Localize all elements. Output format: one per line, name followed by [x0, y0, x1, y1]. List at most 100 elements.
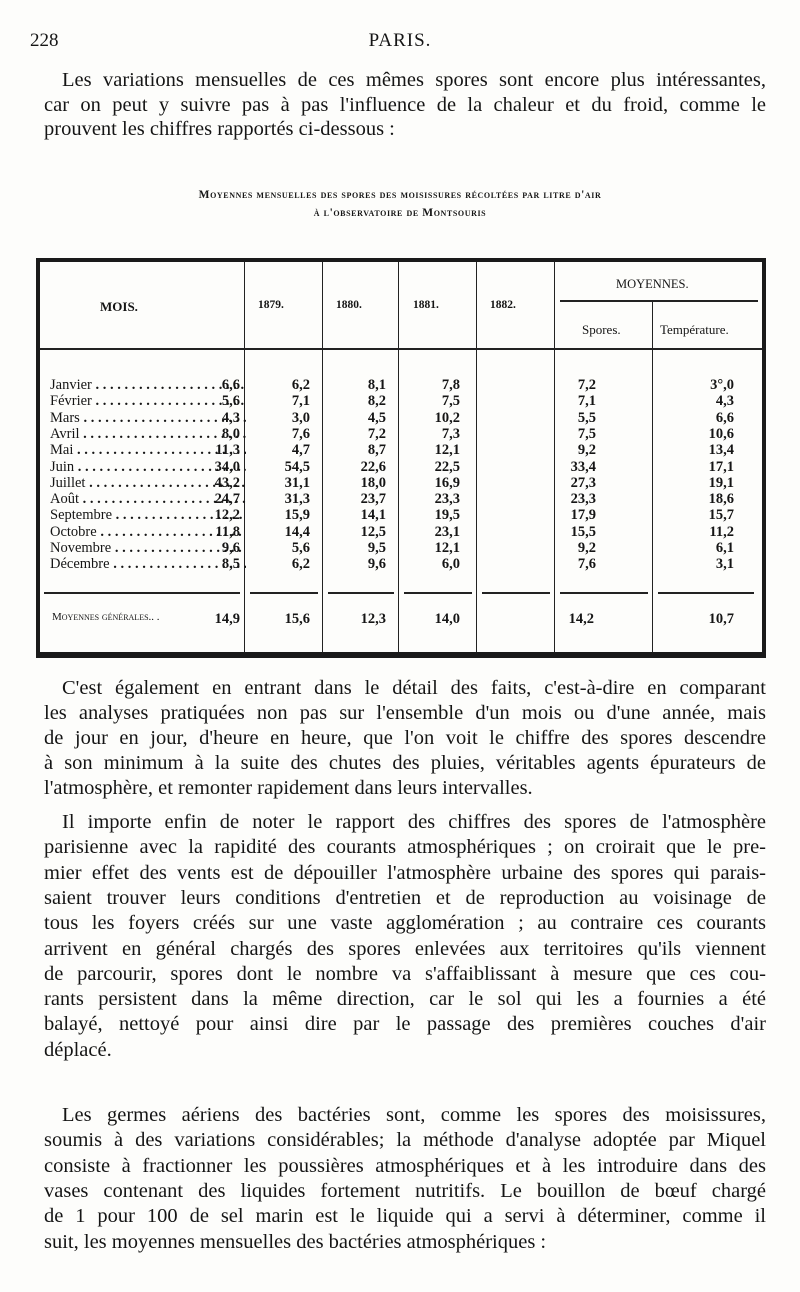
total-cell: 12,3 [360, 611, 386, 627]
data-table: MOIS. 1879. 1880. 1881. 1882. MOYENNES. … [36, 258, 766, 658]
month-name: Avril [50, 425, 80, 442]
month-name: Juin [50, 458, 75, 475]
table-cell: 9,2 [577, 540, 596, 556]
table-cell: 12,5 [360, 523, 386, 540]
table-cell: 22,6 [360, 458, 386, 475]
text-line: déplacé. [44, 1038, 112, 1061]
table-cell: 8,2 [367, 393, 386, 410]
table-cell: 6,6 [221, 377, 240, 393]
text-line: de 1 pour 100 de sel marin est le liquid… [44, 1205, 766, 1228]
table-cell: 6,2 [291, 377, 310, 393]
table-cell: 31,3 [284, 491, 310, 508]
table-cell: 15,7 [708, 507, 734, 524]
text-line: Les germes aériens des bactéries sont, c… [62, 1104, 766, 1126]
table-cell: 7,2 [367, 425, 386, 442]
month-label: Mars [50, 410, 246, 426]
month-label: Avril [50, 426, 246, 442]
text-line: arrivent en général chargés des spores e… [44, 937, 766, 960]
month-label: Août [50, 491, 246, 507]
table-cell: 23,1 [434, 523, 460, 540]
table-cell: 10,6 [708, 425, 734, 442]
table-cell: 23,3 [570, 491, 596, 508]
table-cell: 11,8 [215, 523, 240, 540]
table-cell: 8,1 [367, 377, 386, 393]
table-cell: 34,0 [214, 458, 240, 475]
table-cell: 15,9 [284, 507, 310, 524]
text-line: rants persistent dans la même direction,… [44, 988, 766, 1011]
table-cell: 7,8 [441, 377, 460, 393]
table-cell: 3°,0 [710, 377, 734, 393]
table-cell: 14,1 [360, 507, 386, 524]
table-cell: 17,1 [708, 458, 734, 475]
table-cell: 7,6 [577, 556, 596, 573]
table-cell: 5,5 [577, 409, 596, 426]
table-cell: 7,6 [291, 425, 310, 442]
text-line: de parcourir, spores dont le nombre va s… [44, 962, 766, 985]
header-1880: 1880. [336, 299, 362, 311]
table-cell: 7,1 [577, 393, 596, 410]
table-cell: 4,5 [367, 409, 386, 426]
table-cell: 7,5 [577, 425, 596, 442]
table-cell: 16,9 [434, 474, 460, 491]
month-name: Janvier [50, 377, 92, 393]
table-cell: 22,5 [434, 458, 460, 475]
total-cell: 10,7 [708, 611, 734, 627]
table-cell: 9,5 [367, 540, 386, 556]
table-cell: 6,1 [715, 540, 734, 556]
text-line: tous les foyers créés sur une vaste aggl… [44, 912, 766, 935]
text-line: mier effet des vents est de dépouiller l… [44, 861, 766, 884]
table-cell: 19,5 [434, 507, 460, 524]
table-cell: 6,2 [291, 556, 310, 573]
table-cell: 3,1 [715, 556, 734, 573]
text-line: Il importe enfin de noter le rapport des… [62, 811, 766, 833]
table-cell: 18,0 [360, 474, 386, 491]
header-mois: MOIS. [100, 299, 138, 314]
table-cell: 5,6 [221, 393, 240, 410]
table-cell: 7,2 [577, 377, 596, 393]
month-label: Décembre [50, 556, 246, 572]
table-cell: 31,1 [284, 474, 310, 491]
table-cell: 23,7 [360, 491, 386, 508]
text-line: soumis à des variations considérables; l… [44, 1129, 766, 1152]
text-line: Les variations mensuelles de ces mêmes s… [62, 69, 766, 91]
header-1881: 1881. [413, 299, 439, 311]
table-cell: 8,0 [221, 425, 240, 442]
text-line: prouvent les chiffres rapportés ci-desso… [44, 118, 395, 140]
header-spores: Spores. [582, 322, 621, 337]
table-cell: 13,4 [708, 442, 734, 459]
month-name: Mars [50, 409, 80, 426]
text-line: saient trouver leurs conditions d'entret… [44, 886, 766, 909]
month-label: Juin [50, 459, 246, 475]
totals-label: Moyennes générales.. . [52, 611, 160, 623]
month-label: Janvier [50, 377, 246, 393]
table-cell: 8,5 [221, 556, 240, 573]
table-cell: 33,4 [570, 458, 596, 475]
header-1879: 1879. [258, 299, 284, 311]
table-cell: 27,3 [570, 474, 596, 491]
table-cell: 7,5 [441, 393, 460, 410]
text-line: consiste à fractionner les poussières at… [44, 1154, 766, 1177]
text-line: à son minimum à la suite des chutes des … [44, 752, 766, 774]
table-caption-line-1: Moyennes mensuelles des spores des moisi… [198, 189, 602, 201]
table-cell: 12,2 [214, 507, 240, 524]
table-cell: 12,1 [434, 442, 460, 459]
text-line: vases contenant des liquides fortement n… [44, 1179, 766, 1202]
table-cell: 5,6 [291, 540, 310, 556]
text-line: parisienne avec la rapidité des courants… [44, 836, 766, 859]
header-1882: 1882. [490, 299, 516, 311]
table-cell: 43,2 [214, 474, 240, 491]
table-cell: 9,2 [577, 442, 596, 459]
table-cell: 23,3 [434, 491, 460, 508]
table-cell: 12,1 [434, 540, 460, 556]
table-cell: 3,0 [291, 409, 310, 426]
header-moyennes: MOYENNES. [616, 277, 689, 291]
month-name: Juillet [50, 474, 86, 491]
table-cell: 7,3 [441, 425, 460, 442]
table-cell: 24,7 [214, 491, 240, 508]
table-cell: 8,7 [367, 442, 386, 459]
month-label: Juillet [50, 475, 246, 491]
table-cell: 18,6 [708, 491, 734, 508]
table-cell: 10,2 [434, 409, 460, 426]
month-label: Octobre [50, 524, 246, 540]
table-cell: 6,6 [715, 409, 734, 426]
